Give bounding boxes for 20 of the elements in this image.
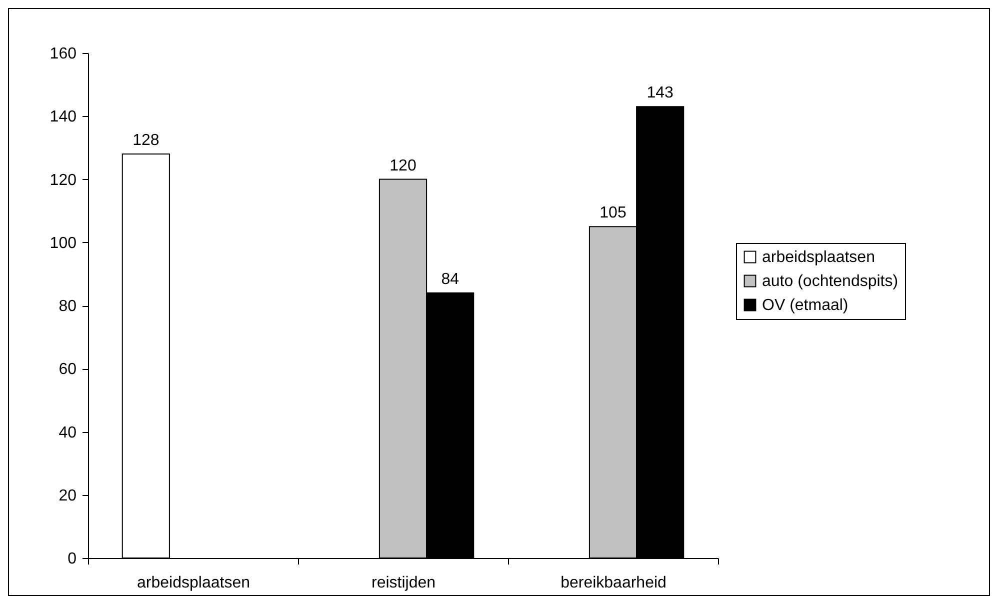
data-label: 84 [441, 270, 460, 288]
data-label: 105 [600, 204, 626, 222]
y-tick-label: 80 [58, 298, 77, 315]
y-tick-label: 0 [68, 550, 77, 568]
legend-label: arbeidsplaatsen [762, 249, 875, 266]
legend-label: auto (ochtendspits) [762, 273, 898, 290]
y-tick-label: 120 [50, 172, 77, 189]
data-label: 128 [132, 132, 160, 149]
data-label: 143 [646, 84, 674, 102]
y-tick-label: 20 [58, 487, 77, 504]
y-tick-label: 60 [58, 361, 77, 378]
legend-label: OV (etmaal) [762, 297, 848, 314]
data-label: 120 [390, 157, 416, 174]
x-tick-label: reistijden [371, 574, 436, 592]
x-tick-label: bereikbaarheid [560, 574, 666, 592]
x-tick-label: arbeidsplaatsen [137, 574, 250, 592]
y-tick-label: 160 [50, 46, 77, 62]
y-tick-label: 140 [50, 108, 77, 126]
y-tick-label: 100 [50, 234, 77, 252]
y-tick-label: 40 [58, 424, 77, 442]
